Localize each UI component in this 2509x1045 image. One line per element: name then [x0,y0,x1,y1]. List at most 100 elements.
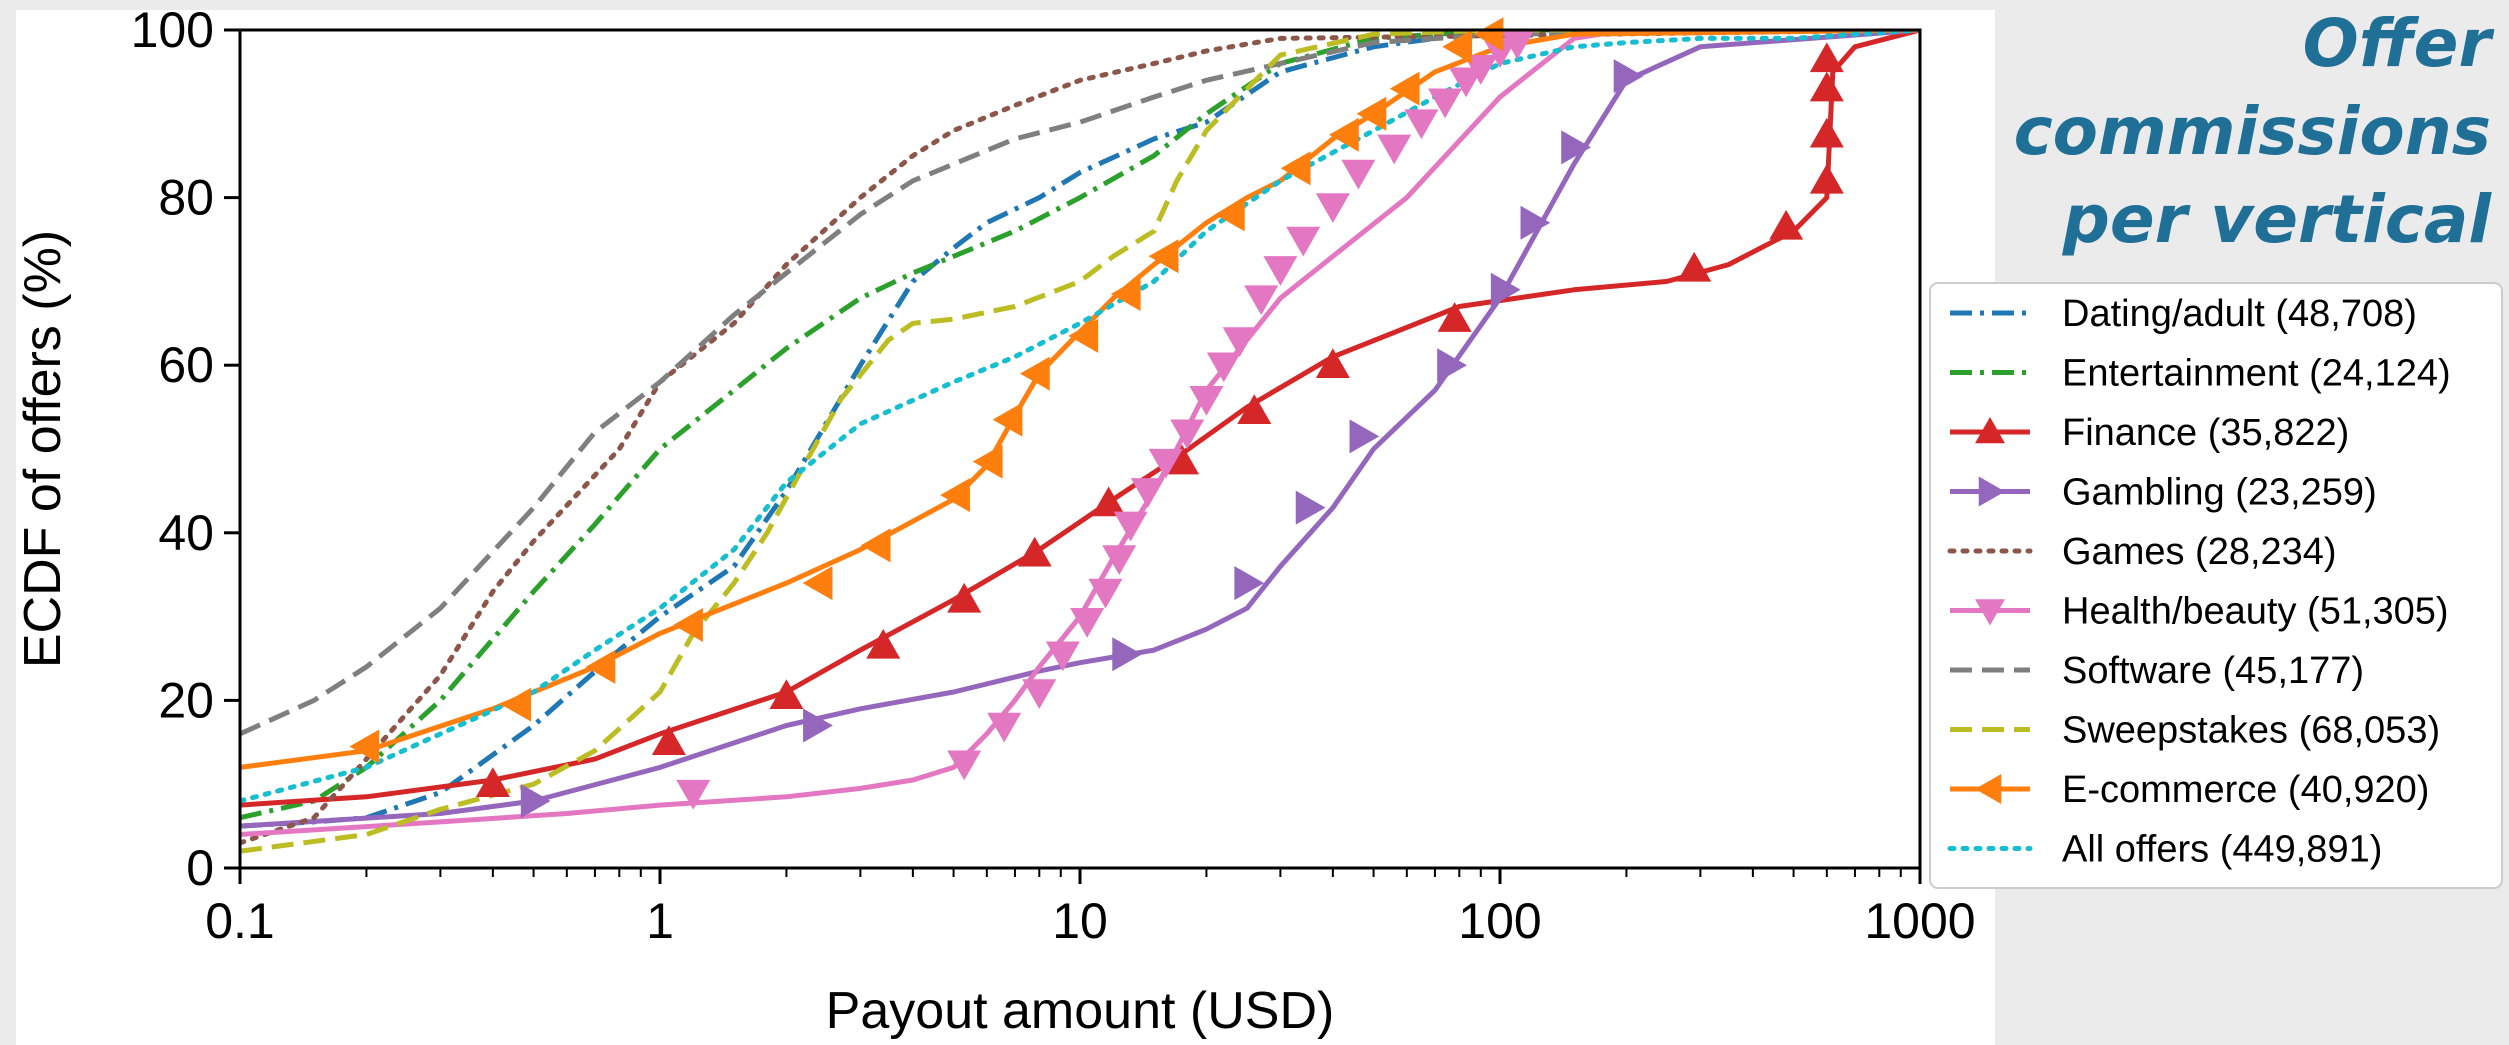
y-tick-label: 80 [158,170,214,226]
plot-frame [238,28,1922,870]
series-6-marker [1404,109,1439,140]
series-9-marker [1329,117,1359,152]
y-tick-label: 0 [186,840,214,896]
y-axis-label: ECDF of offers (%) [14,230,72,668]
series-6-marker [1189,385,1224,416]
series-6-marker [1070,608,1105,638]
series-4-marker [1561,130,1591,165]
series-3-marker [1677,251,1712,282]
legend-label-3: Finance (35,822) [2062,412,2349,454]
legend-label-6: Health/beauty (51,305) [2062,591,2449,633]
series-line-3 [240,30,1920,808]
legend-label-1: Dating/adult (48,708) [2062,293,2417,335]
series-4-marker [1349,419,1380,454]
plot-panel-background [16,10,1995,1045]
series-9-marker [1068,318,1099,353]
series-6-marker [1263,256,1298,286]
series-3-marker [1809,71,1844,102]
series-9-marker [1020,356,1050,391]
series-line-8 [240,30,1920,854]
x-axis: 0.1 1 10 100 1000 [205,868,1976,949]
series-6-marker [1148,448,1183,479]
series-line-6 [240,30,1920,837]
series-6-marker [1222,327,1257,358]
series-6-marker [1244,285,1279,316]
series-6-marker [676,779,711,810]
series-4-marker [520,783,551,818]
series-6-marker [1170,419,1205,450]
series-line-2 [240,30,1920,821]
y-tick-label: 100 [131,2,214,58]
series-4-marker [1112,637,1143,672]
legend: Dating/adult (48,708) Entertainment (24,1… [1929,282,2503,889]
legend-marker-3 [1975,417,2005,444]
legend-label-4: Gambling (23,259) [2062,472,2377,514]
series-6-marker [1113,511,1148,542]
series-3-marker [1809,117,1844,148]
series-9-marker [992,402,1023,437]
series-6-marker [947,750,982,781]
x-tick-label: 0.1 [205,893,275,949]
series-3-marker [651,725,686,756]
legend-marker-4 [1978,476,2005,507]
title-line-1: Offer [2302,5,2491,82]
series-6-marker [1428,88,1463,119]
series-line-9 [240,30,1920,770]
series-9-marker [802,566,833,601]
legend-label-10: All offers (449,891) [2062,829,2382,871]
series-6-marker [987,712,1022,743]
series-layer [240,30,1920,854]
chart-title: Offer commissions per vertical [2011,0,2491,264]
series-line-5 [240,30,1920,846]
title-line-2: commissions [2013,93,2491,170]
series-9-marker [349,729,380,764]
series-3-marker [1237,394,1272,425]
series-9-marker [972,444,1003,479]
series-9-marker [1280,151,1311,186]
y-tick-label: 40 [158,505,214,561]
series-3-marker [475,767,510,797]
legend-label-7: Software (45,177) [2062,650,2364,692]
series-6-marker [1483,38,1517,68]
series-9-marker [1356,96,1387,131]
series-line-4 [240,30,1920,829]
series-3-marker [1091,486,1126,517]
series-6-marker [1286,226,1321,257]
y-tick-label: 60 [158,337,214,393]
series-4-marker [1613,59,1644,94]
series-4-marker [1295,490,1326,525]
title-line-3: per vertical [2062,181,2491,258]
series-9-marker [940,478,970,513]
legend-label-8: Sweepstakes (68,053) [2062,710,2440,752]
legend-label-2: Entertainment (24,124) [2062,353,2451,395]
y-tick-label: 20 [158,672,214,728]
series-3-marker [947,582,982,613]
series-line-7 [240,30,1920,737]
series-6-marker [1045,641,1080,672]
x-tick-label: 10 [1052,893,1108,949]
series-6-marker [1130,478,1165,508]
series-9-marker [1214,197,1245,232]
series-3-marker [866,628,901,659]
series-6-marker [1022,679,1057,710]
legend-label-5: Games (28,234) [2062,531,2337,573]
series-6-marker [1500,29,1535,60]
legend-marker-6 [1975,599,2005,626]
series-3-marker [1809,163,1844,194]
x-tick-label: 1000 [1864,893,1975,949]
x-tick-label: 100 [1458,893,1541,949]
marker-layer [349,17,1844,818]
series-6-marker [1341,159,1376,190]
series-9-marker [501,687,532,722]
series-9-marker [1389,71,1420,106]
series-9-marker [585,649,616,684]
series-4-marker [1490,272,1521,307]
series-3-marker [1809,42,1844,73]
series-9-marker [673,607,703,642]
series-3-marker [1315,348,1350,378]
series-9-marker [1442,29,1473,64]
series-3-marker [1769,209,1804,240]
series-line-10 [240,30,1920,804]
series-9-marker [1148,239,1179,274]
